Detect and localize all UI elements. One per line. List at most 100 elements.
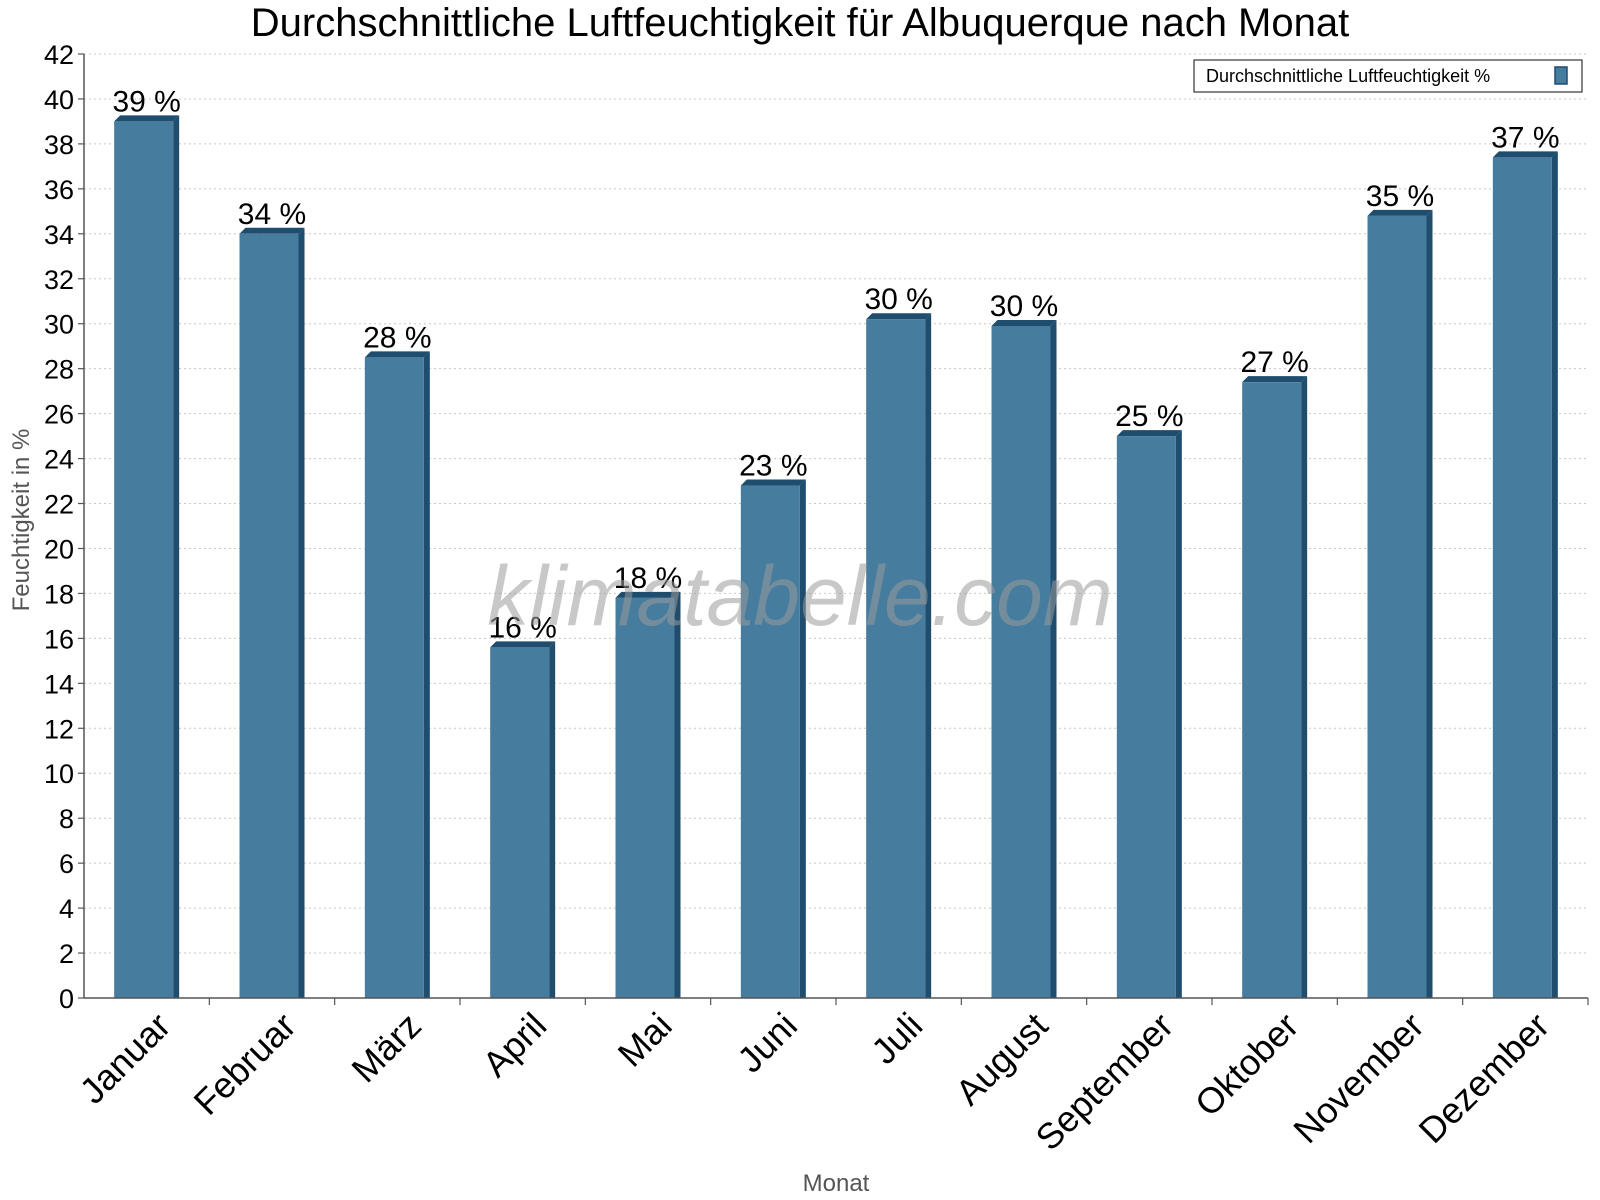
legend-label: Durchschnittliche Luftfeuchtigkeit % bbox=[1206, 66, 1490, 86]
y-tick-label: 18 bbox=[44, 579, 74, 609]
bar-top bbox=[615, 591, 681, 598]
bar-value-label: 16 % bbox=[488, 611, 556, 644]
x-tick-label: Juli bbox=[863, 1005, 930, 1072]
bar-front bbox=[991, 325, 1051, 998]
bar-top bbox=[1367, 209, 1433, 216]
x-tick-label: August bbox=[947, 1005, 1055, 1113]
bar-front bbox=[1367, 215, 1427, 999]
y-tick-label: 6 bbox=[59, 849, 74, 879]
x-tick-label: Dezember bbox=[1411, 1005, 1557, 1151]
x-axis-title: Monat bbox=[803, 1170, 870, 1197]
y-tick-label: 28 bbox=[44, 355, 74, 385]
bar-9 bbox=[1116, 430, 1182, 999]
bar-top bbox=[1492, 151, 1558, 158]
legend-swatch bbox=[1554, 66, 1568, 85]
bar-front bbox=[239, 233, 299, 999]
x-tick-label: März bbox=[343, 1005, 429, 1091]
bar-front bbox=[1492, 157, 1552, 998]
y-tick-label: 16 bbox=[44, 624, 74, 654]
bar-top bbox=[866, 313, 932, 320]
y-tick-label: 26 bbox=[44, 400, 74, 430]
bar-top bbox=[740, 479, 806, 486]
bar-10 bbox=[1242, 376, 1308, 999]
y-tick-label: 22 bbox=[44, 490, 74, 520]
y-axis-title: Feuchtigkeit in % bbox=[8, 429, 35, 612]
x-tick-label: Mai bbox=[610, 1005, 680, 1075]
bar-value-label: 28 % bbox=[363, 321, 431, 354]
bar-7 bbox=[866, 313, 932, 998]
x-tick-label: Januar bbox=[71, 1005, 178, 1112]
y-tick-label: 8 bbox=[59, 804, 74, 834]
y-tick-label: 42 bbox=[44, 40, 74, 70]
y-tick-label: 38 bbox=[44, 130, 74, 160]
y-tick-label: 0 bbox=[59, 984, 74, 1014]
x-axis-ticks: Januar Februar März April Mai Juni Juli AugustS… bbox=[71, 998, 1589, 1159]
x-tick-label: April bbox=[474, 1005, 554, 1085]
y-tick-label: 24 bbox=[44, 445, 74, 475]
bar-side bbox=[298, 227, 305, 999]
bar-top bbox=[490, 641, 556, 648]
bar-front bbox=[1242, 382, 1302, 999]
bar-front bbox=[740, 485, 800, 998]
bar-value-label: 30 % bbox=[990, 290, 1058, 323]
bar-3 bbox=[364, 351, 430, 998]
y-tick-label: 12 bbox=[44, 714, 74, 744]
bar-side bbox=[1551, 151, 1558, 998]
bar-value-label: 27 % bbox=[1240, 346, 1308, 379]
x-tick-label: Oktober bbox=[1187, 1005, 1307, 1125]
y-tick-label: 20 bbox=[44, 534, 74, 564]
y-tick-label: 30 bbox=[44, 310, 74, 340]
bar-side bbox=[1050, 319, 1057, 998]
x-tick-label: Februar bbox=[186, 1005, 304, 1123]
bar-value-label: 25 % bbox=[1115, 400, 1183, 433]
legend: Durchschnittliche Luftfeuchtigkeit % bbox=[1193, 59, 1583, 93]
bar-top bbox=[364, 351, 430, 358]
bar-top bbox=[239, 227, 305, 234]
bar-top bbox=[1242, 376, 1308, 383]
bar-side bbox=[1426, 209, 1433, 999]
bar-4 bbox=[490, 641, 556, 998]
bar-12 bbox=[1492, 151, 1558, 998]
chart-title: Durchschnittliche Luftfeuchtigkeit für A… bbox=[251, 1, 1349, 45]
bar-top bbox=[1116, 430, 1182, 437]
bar-front bbox=[615, 597, 675, 998]
bar-front bbox=[364, 357, 424, 998]
bar-side bbox=[674, 591, 681, 998]
bar-side bbox=[549, 641, 556, 998]
bar-front bbox=[1116, 436, 1176, 999]
y-tick-label: 34 bbox=[44, 220, 74, 250]
bar-side bbox=[423, 351, 430, 998]
bar-2 bbox=[239, 227, 305, 999]
bar-value-label: 37 % bbox=[1491, 121, 1559, 154]
bar-6 bbox=[740, 479, 806, 998]
bar-side bbox=[173, 115, 180, 998]
x-tick-label: September bbox=[1027, 1005, 1181, 1159]
bar-top bbox=[991, 319, 1057, 326]
bar-5 bbox=[615, 591, 681, 998]
x-tick-label: November bbox=[1285, 1005, 1431, 1151]
bar-side bbox=[925, 313, 932, 998]
bar-8 bbox=[991, 319, 1057, 998]
bar-value-label: 39 % bbox=[112, 85, 180, 118]
bar-1 bbox=[114, 115, 180, 998]
bar-front bbox=[866, 319, 926, 998]
y-tick-label: 32 bbox=[44, 265, 74, 295]
legend-box bbox=[1193, 59, 1583, 93]
y-tick-label: 2 bbox=[59, 939, 74, 969]
bar-front bbox=[114, 121, 174, 998]
bar-front bbox=[490, 647, 550, 998]
bar-side bbox=[1301, 376, 1308, 999]
grid-lines bbox=[84, 53, 1588, 954]
bar-value-label: 23 % bbox=[739, 450, 807, 483]
bar-value-label: 34 % bbox=[238, 198, 306, 231]
watermark: klimatabelle.com bbox=[487, 549, 1113, 643]
y-tick-label: 10 bbox=[44, 759, 74, 789]
y-tick-label: 4 bbox=[59, 894, 74, 924]
bar-value-label: 35 % bbox=[1366, 180, 1434, 213]
bar-top bbox=[114, 115, 180, 122]
y-tick-label: 40 bbox=[44, 85, 74, 115]
y-tick-label: 36 bbox=[44, 175, 74, 205]
bar-11 bbox=[1367, 209, 1433, 999]
